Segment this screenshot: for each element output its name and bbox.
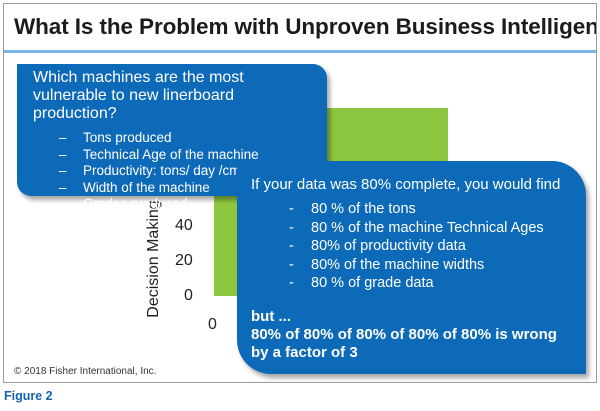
tick-label-0: 0 [184,287,193,304]
slide-title: What Is the Problem with Unproven Busine… [14,14,597,39]
callout-but: but ... [251,307,291,325]
list-item: -80 % of the machine Technical Ages [289,219,544,236]
list-item: – Tons produced [59,130,172,145]
list-item: -80% of the machine widths [289,256,485,273]
list-item: – Grades produced [59,196,188,211]
callout-right: If your data was 80% complete, you would… [237,161,586,374]
callout-lead: If your data was 80% complete, you would… [251,176,561,193]
y-axis-label: Decision Making [145,200,162,318]
list-item: – Width of the machine [59,179,210,195]
tick-label-20: 20 [175,252,193,269]
title-divider [4,50,596,53]
callout-conclusion: 80% of 80% of 80% of 80% of 80% is wrong… [251,325,557,361]
callout-left: Which machines are the most vulnerable t… [17,64,327,211]
figure-caption: Figure 2 [4,389,53,403]
tick-label-40: 40 [175,217,193,234]
completeness-list: -80 % of the tons -80 % of the machine T… [251,200,576,293]
callout-question: Which machines are the most vulnerable t… [33,69,244,122]
list-item: – Technical Age of the machine [59,146,259,162]
list-item: -80 % of the tons [289,201,416,217]
list-item: -80% of productivity data [289,238,466,254]
slide: What Is the Problem with Unproven Busine… [3,3,597,383]
x-tick-label-0: 0 [208,316,217,333]
copyright-notice: © 2018 Fisher International, Inc. [14,366,157,377]
list-item: -80 % of grade data [289,275,434,291]
criteria-list: – Tons produced – Technical Age of the mac… [33,130,317,213]
